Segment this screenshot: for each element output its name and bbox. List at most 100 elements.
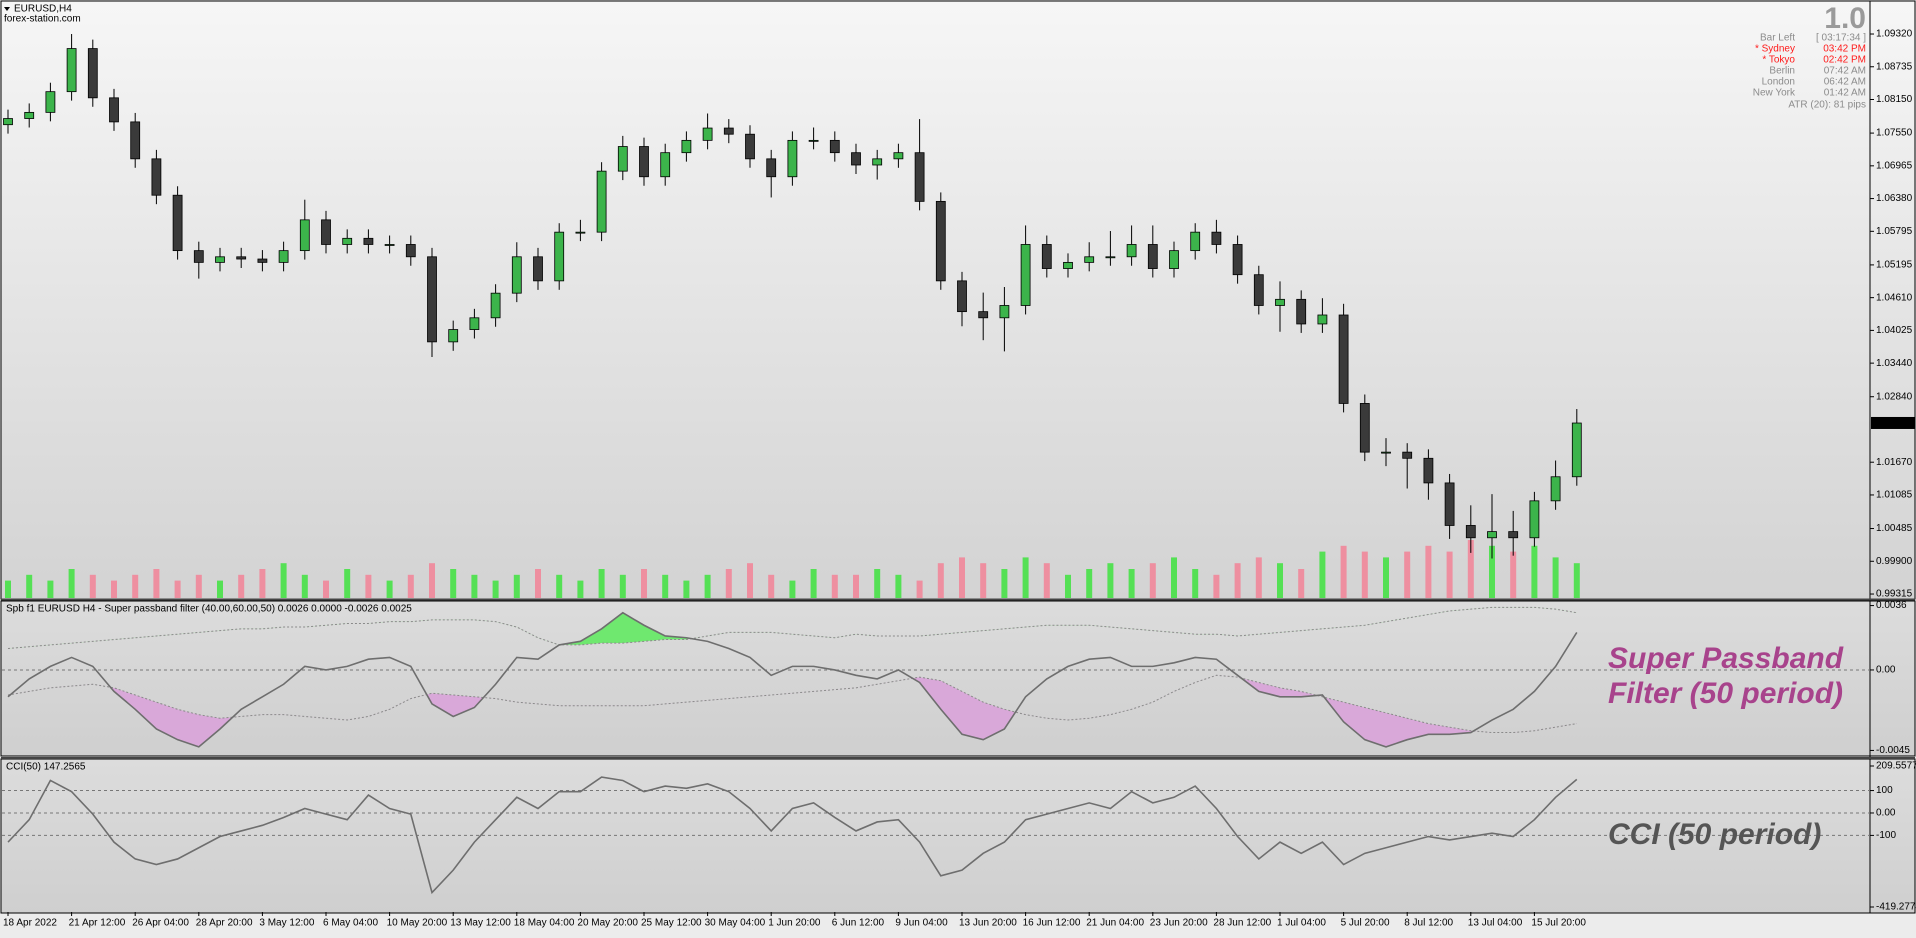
- volume-bar: [789, 580, 796, 598]
- volume-bar: [195, 574, 202, 598]
- volume-bar: [450, 569, 457, 598]
- y-tick-label: 0.0036: [1876, 600, 1907, 611]
- volume-bar: [1213, 574, 1220, 598]
- volume-bar: [1277, 563, 1283, 598]
- y-tick-label: 1.05795: [1876, 226, 1913, 237]
- info-label: * Sydney: [1755, 44, 1795, 55]
- x-tick-label: 16 Jun 12:00: [1023, 918, 1081, 929]
- volume-bar: [704, 574, 711, 598]
- candle-body: [872, 158, 883, 166]
- volume-bar: [513, 574, 520, 598]
- y-tick-label: 1.04610: [1876, 292, 1913, 303]
- volume-bar: [853, 574, 859, 598]
- info-time: 01:42 AM: [1824, 88, 1866, 99]
- candle-body: [851, 152, 861, 166]
- y-tick-label: 1.05195: [1876, 260, 1913, 271]
- y-tick-label: 1.08150: [1876, 94, 1913, 105]
- candle-body: [1444, 482, 1455, 526]
- volume-bar: [1022, 557, 1029, 598]
- volume-bar: [1573, 563, 1580, 598]
- candle-body: [1211, 231, 1222, 245]
- y-tick-label: -419.2774: [1876, 902, 1916, 913]
- y-tick-label: 209.5577: [1876, 761, 1916, 772]
- y-tick-label: 1.01670: [1876, 457, 1913, 468]
- candle-body: [469, 317, 480, 330]
- volume-bar: [365, 574, 372, 598]
- info-time: 03:42 PM: [1823, 44, 1866, 55]
- candle-body: [490, 292, 501, 319]
- volume-bar: [810, 569, 817, 598]
- volume-bar: [556, 574, 563, 598]
- volume-bar: [577, 580, 584, 598]
- candle-body: [575, 231, 586, 234]
- info-time: 07:42 AM: [1824, 66, 1866, 77]
- volume-bar: [937, 563, 944, 598]
- candle-body: [1105, 256, 1116, 259]
- x-tick-label: 28 Jun 12:00: [1213, 918, 1271, 929]
- volume-bar: [1001, 569, 1008, 598]
- annotation: Super Passband: [1608, 642, 1844, 675]
- x-tick-label: 28 Apr 20:00: [196, 918, 253, 929]
- atr-label: ATR (20): 81 pips: [1788, 100, 1866, 111]
- candle-body: [1465, 525, 1476, 539]
- annotation: CCI (50 period): [1608, 818, 1821, 851]
- y-tick-label: 1.08735: [1876, 61, 1913, 72]
- x-tick-label: 10 May 20:00: [387, 918, 448, 929]
- candle-body: [278, 250, 289, 263]
- candle-body: [787, 139, 798, 178]
- candle-body: [1147, 244, 1158, 269]
- volume-bar: [301, 574, 308, 598]
- x-tick-label: 3 May 12:00: [259, 918, 314, 929]
- candle-body: [109, 97, 119, 123]
- x-tick-label: 21 Jun 04:00: [1086, 918, 1144, 929]
- indicator-line: [7, 776, 1578, 895]
- y-tick-label: 1.06380: [1876, 193, 1913, 204]
- candle-body: [1338, 314, 1349, 404]
- volume-bar: [5, 580, 11, 598]
- candle-body: [1571, 422, 1582, 478]
- x-tick-label: 26 Apr 04:00: [132, 918, 189, 929]
- candle-body: [935, 200, 946, 282]
- x-tick-label: 25 May 12:00: [641, 918, 702, 929]
- candle-body: [1190, 231, 1201, 252]
- candle-body: [554, 231, 565, 282]
- volume-bar: [1234, 563, 1241, 598]
- candle-body: [1020, 244, 1031, 306]
- candle-body: [384, 244, 395, 246]
- candle-body: [1423, 457, 1434, 484]
- candle-body: [660, 152, 671, 178]
- candle-body: [1126, 244, 1137, 258]
- menu-triangle[interactable]: [4, 7, 10, 11]
- candle-body: [1508, 531, 1519, 539]
- version-label: 1.0: [1824, 2, 1866, 35]
- candle-body: [151, 158, 162, 196]
- volume-bar: [1404, 551, 1411, 598]
- volume-bar: [895, 574, 902, 598]
- volume-bar: [280, 563, 287, 598]
- volume-bar: [26, 574, 33, 598]
- volume-bar: [1510, 551, 1517, 598]
- volume-bar: [259, 569, 266, 598]
- candle-body: [957, 280, 967, 313]
- annotation: Filter (50 period): [1608, 677, 1843, 710]
- candle-body: [172, 194, 183, 252]
- volume-bar: [1340, 545, 1347, 598]
- x-tick-label: 21 Apr 12:00: [69, 918, 126, 929]
- candle-body: [978, 311, 989, 319]
- x-tick-label: 6 May 04:00: [323, 918, 378, 929]
- volume-bar: [768, 574, 775, 598]
- candle-body: [299, 219, 310, 252]
- volume-bar: [1531, 545, 1538, 598]
- x-tick-label: 18 Apr 2022: [3, 918, 57, 929]
- x-tick-label: 6 Jun 12:00: [832, 918, 885, 929]
- info-label: New York: [1753, 88, 1796, 99]
- candle-body: [66, 48, 77, 93]
- volume-bar: [1171, 557, 1177, 598]
- candle-body: [3, 118, 13, 126]
- info-label: London: [1762, 77, 1795, 88]
- volume-bar: [407, 574, 414, 598]
- indicator-line: [7, 611, 1578, 748]
- x-tick-label: 15 Jul 20:00: [1531, 918, 1586, 929]
- candle-body: [1317, 314, 1328, 325]
